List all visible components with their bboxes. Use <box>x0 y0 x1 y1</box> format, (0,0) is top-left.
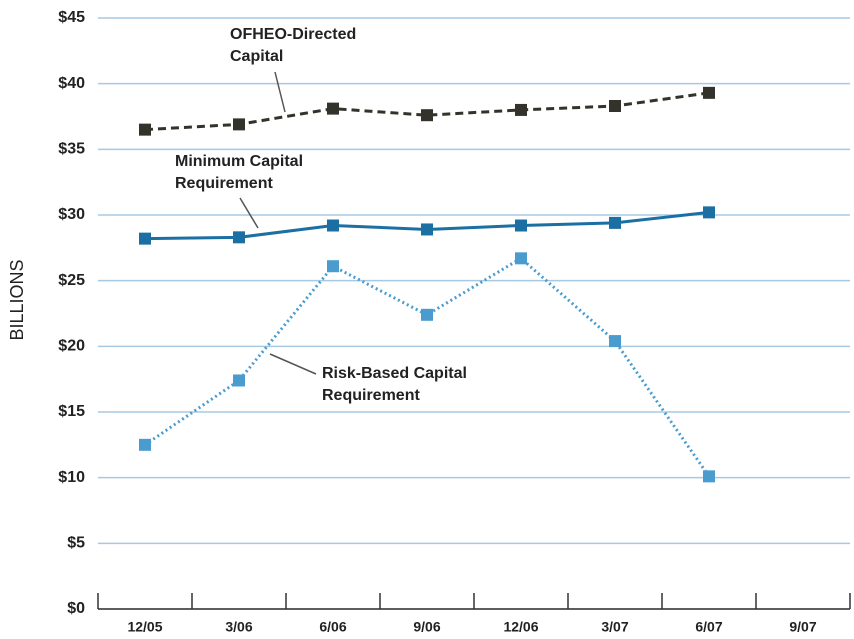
y-tick-label: $25 <box>58 272 85 289</box>
marker <box>233 374 245 387</box>
y-tick-label: $5 <box>67 535 85 552</box>
y-tick-label: $20 <box>58 338 85 355</box>
marker <box>233 231 245 244</box>
marker <box>421 308 433 321</box>
annotation: Requirement <box>175 175 273 192</box>
marker <box>421 109 433 122</box>
y-tick-label: $10 <box>58 469 85 486</box>
x-tick-label: 12/06 <box>503 619 538 635</box>
x-tick-label: 12/05 <box>127 619 162 635</box>
y-tick-label: $45 <box>58 9 85 26</box>
x-tick-label: 6/06 <box>319 619 346 635</box>
annotation: OFHEO-Directed <box>230 26 356 43</box>
marker <box>139 438 151 451</box>
y-axis-label: BILLIONS <box>7 259 27 340</box>
leader-line <box>274 71 286 113</box>
marker <box>703 86 715 99</box>
y-tick-label: $40 <box>58 75 85 92</box>
marker <box>609 99 621 112</box>
marker <box>327 260 339 273</box>
annotation: Risk-Based Capital <box>322 365 467 382</box>
marker <box>139 232 151 245</box>
marker <box>139 123 151 136</box>
y-tick-label: $15 <box>58 403 85 420</box>
marker <box>515 219 527 232</box>
marker <box>421 223 433 236</box>
x-tick-label: 3/06 <box>225 619 252 635</box>
marker <box>327 102 339 115</box>
x-tick-label: 9/07 <box>789 619 816 635</box>
marker <box>515 103 527 116</box>
marker <box>233 118 245 131</box>
x-tick-label: 6/07 <box>695 619 722 635</box>
y-tick-label: $0 <box>67 600 85 617</box>
leader-line <box>269 353 317 375</box>
annotation: Capital <box>230 48 283 65</box>
annotation: Minimum Capital <box>175 153 303 170</box>
marker <box>609 335 621 348</box>
x-tick-label: 9/06 <box>413 619 440 635</box>
annotation: Requirement <box>322 387 420 404</box>
marker <box>703 470 715 483</box>
leader-line <box>239 197 259 229</box>
marker <box>609 216 621 229</box>
marker <box>327 219 339 232</box>
x-tick-label: 3/07 <box>601 619 628 635</box>
marker <box>515 252 527 265</box>
y-tick-label: $35 <box>58 141 85 158</box>
marker <box>703 206 715 219</box>
y-tick-label: $30 <box>58 206 85 223</box>
